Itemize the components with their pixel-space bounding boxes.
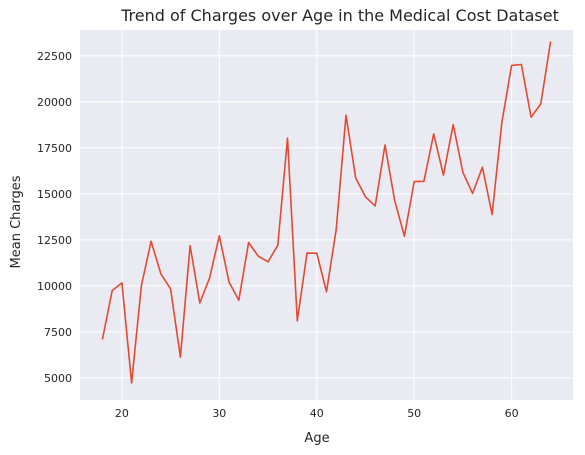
- x-tick-labels: 20 30 40 50 60: [115, 407, 519, 420]
- series-line: [101, 41, 552, 384]
- x-tick-label: 30: [212, 407, 226, 420]
- y-tick-label: 7500: [44, 326, 72, 339]
- y-tick-label: 5000: [44, 372, 72, 385]
- y-tick-label: 15000: [37, 188, 72, 201]
- y-tick-label: 20000: [37, 96, 72, 109]
- y-tick-labels: 5000 7500 10000 12500 15000 17500 20000 22500: [37, 50, 72, 385]
- y-tick-label: 12500: [37, 234, 72, 247]
- x-tick-label: 40: [310, 407, 324, 420]
- x-tick-label: 50: [407, 407, 421, 420]
- y-tick-label: 22500: [37, 50, 72, 63]
- chart-title: Trend of Charges over Age in the Medical…: [120, 6, 559, 25]
- x-tick-label: 60: [505, 407, 519, 420]
- gridlines: [80, 30, 573, 400]
- x-tick-label: 20: [115, 407, 129, 420]
- y-axis-label: Mean Charges: [9, 175, 24, 268]
- y-tick-label: 17500: [37, 142, 72, 155]
- y-tick-label: 10000: [37, 280, 72, 293]
- plot-background: [80, 30, 573, 400]
- x-axis-label: Age: [304, 431, 329, 446]
